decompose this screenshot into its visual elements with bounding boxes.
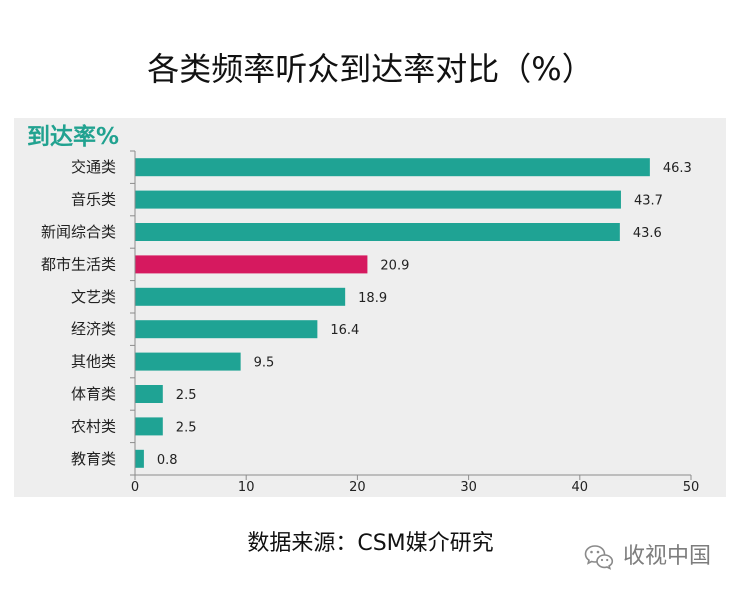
bar: [135, 385, 163, 403]
value-axis-label: 到达率%: [27, 124, 120, 150]
value-label: 9.5: [254, 356, 275, 371]
x-tick-label: 20: [349, 480, 366, 495]
x-tick-label: 50: [683, 480, 700, 495]
chart-title: 各类频率听众到达率对比（%）: [147, 50, 594, 88]
category-label: 其他类: [71, 353, 116, 371]
watermark: 收视中国: [584, 542, 711, 572]
category-label: 都市生活类: [41, 255, 116, 273]
category-label: 音乐类: [71, 191, 116, 209]
x-tick-label: 10: [238, 480, 255, 495]
x-tick-label: 0: [131, 480, 139, 495]
category-label: 农村类: [71, 417, 116, 435]
bar: [135, 255, 368, 274]
value-label: 18.9: [358, 291, 387, 306]
chart-panel: [14, 118, 726, 497]
bar: [135, 190, 621, 209]
bars: [135, 158, 650, 468]
bar: [135, 449, 144, 468]
category-label: 文艺类: [71, 288, 116, 306]
data-source-note: 数据来源：CSM媒介研究: [247, 531, 494, 556]
bar: [135, 352, 241, 371]
category-label: 体育类: [71, 385, 116, 403]
x-tick-label: 30: [460, 480, 477, 495]
wechat-icon: [584, 545, 614, 570]
value-label: 20.9: [380, 258, 409, 273]
value-label: 16.4: [330, 323, 359, 338]
axes: 0 10 20 30 40 50: [130, 150, 700, 495]
bar: [135, 417, 163, 436]
watermark-text: 收视中国: [623, 544, 712, 569]
category-label: 交通类: [71, 158, 116, 176]
category-label: 教育类: [71, 450, 116, 468]
value-label: 0.8: [157, 453, 178, 468]
category-label: 新闻综合类: [41, 223, 116, 241]
value-label: 2.5: [176, 420, 197, 435]
category-label: 经济类: [71, 320, 116, 338]
value-label: 2.5: [176, 388, 197, 403]
bar: [135, 287, 346, 306]
value-label: 43.6: [633, 226, 662, 241]
bar: [135, 223, 620, 241]
value-label: 43.7: [634, 194, 663, 209]
x-tick-label: 40: [572, 480, 589, 495]
bar: [135, 320, 318, 339]
bar: [135, 158, 650, 177]
value-label: 46.3: [663, 161, 692, 176]
value-labels: 46.3 43.7 43.6 20.9 18.9 16.4 9.5 2.5 2.5 0.8: [157, 161, 692, 468]
